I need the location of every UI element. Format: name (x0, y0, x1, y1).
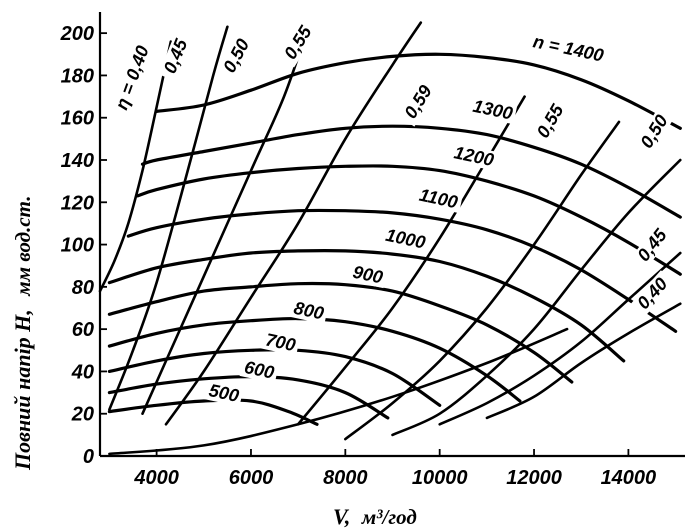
speed-label-bg-3 (289, 298, 329, 325)
y-tick-label-4: 80 (72, 277, 94, 299)
efficiency-curve-7 (438, 251, 682, 426)
x-axis-unit: м³/год (361, 505, 417, 529)
efficiency-label-bg-0 (108, 34, 157, 122)
y-tick-label-9: 180 (61, 65, 94, 87)
efficiency-label-bg-5 (530, 96, 571, 147)
speed-label-group-7: 1200 (449, 142, 499, 171)
speed-label-6: 1100 (418, 185, 460, 213)
speed-label-bg-2 (260, 329, 301, 356)
speed-label-4: 900 (351, 262, 385, 288)
speed-label-group-9: n = 1400 (524, 30, 613, 68)
efficiency-label-group-6: 0,50 (634, 107, 675, 157)
y-tick-label-0: 0 (83, 446, 94, 468)
speed-label-group-4: 900 (348, 262, 388, 289)
efficiency-label-bg-7 (630, 221, 675, 270)
efficiency-label-group-0: η = 0,40 (108, 34, 157, 122)
y-axis-title: Повний напір H, мм вод.ст. (10, 196, 35, 472)
axes (98, 12, 685, 458)
speed-label-8: 1300 (471, 96, 514, 124)
system-curve (108, 327, 569, 456)
speed-label-5: 1000 (384, 225, 427, 253)
y-tick-label-3: 60 (72, 319, 94, 341)
y-tick-label-8: 160 (61, 108, 94, 130)
efficiency-curve-4 (296, 95, 526, 426)
efficiency-label-group-4: 0,59 (398, 77, 439, 127)
efficiency-label-bg-6 (634, 107, 675, 157)
efficiency-label-group-2: 0,50 (217, 31, 256, 81)
efficiency-label-bg-4 (398, 77, 439, 127)
speed-curve-4 (107, 281, 574, 384)
y-tick-label-1: 20 (71, 404, 94, 426)
speed-label-group-2: 700 (260, 329, 301, 356)
y-tick-label-2: 40 (71, 361, 94, 383)
speed-label-bg-5 (380, 225, 430, 254)
efficiency-curve-0 (98, 40, 173, 293)
y-tick-label-5: 100 (61, 235, 94, 257)
efficiency-label-bg-3 (277, 18, 319, 68)
efficiency-curve-5 (344, 120, 621, 441)
speed-label-bg-6 (413, 184, 463, 214)
speed-curve-0 (107, 398, 319, 426)
speed-label-bg-7 (449, 142, 499, 171)
speed-label-group-8: 1300 (468, 96, 518, 125)
speed-label-group-0: 500 (204, 380, 244, 407)
efficiency-label-group-3: 0,55 (277, 18, 319, 68)
x-tick-label-2: 8000 (323, 467, 368, 489)
speed-label-7: 1200 (452, 142, 495, 170)
speed-label-bg-8 (468, 96, 518, 125)
x-tick-label-4: 12000 (506, 467, 562, 489)
speed-label-bg-1 (239, 357, 279, 384)
speed-curve-6 (126, 208, 678, 333)
y-tick-label-10: 200 (60, 23, 94, 45)
speed-label-group-5: 1000 (380, 225, 430, 254)
efficiency-curve-8 (485, 302, 682, 420)
efficiency-label-0: η = 0,40 (111, 43, 153, 112)
efficiency-curve-2 (141, 27, 309, 415)
speed-label-group-6: 1100 (413, 184, 463, 214)
efficiency-label-bg-1 (158, 31, 194, 82)
speed-label-bg-9 (524, 30, 613, 68)
y-axis-label: Повний напір H, (10, 309, 35, 471)
speed-curve-5 (107, 249, 626, 363)
x-axis-label: V, (333, 504, 350, 529)
x-tick-label-1: 6000 (229, 467, 274, 489)
speed-label-bg-4 (348, 262, 388, 289)
efficiency-label-bg-2 (217, 31, 256, 81)
x-axis-title: V, м³/год (333, 504, 417, 529)
efficiency-curve-3 (164, 21, 423, 426)
efficiency-label-group-7: 0,45 (630, 221, 675, 270)
x-tick-label-3: 10000 (412, 467, 468, 489)
y-tick-label-6: 120 (61, 192, 94, 214)
efficiency-curve-6 (391, 158, 682, 437)
speed-label-bg-0 (204, 380, 244, 407)
x-axis-ticks: 4000 6000 8000 10000 12000 14000 (133, 449, 656, 489)
speed-label-1: 600 (242, 357, 276, 383)
y-axis-ticks: 0 20 40 60 80 100 120 140 160 180 200 (60, 23, 107, 468)
efficiency-label-group-5: 0,55 (530, 96, 571, 147)
x-tick-label-0: 4000 (133, 467, 179, 489)
y-axis-unit: мм вод.ст. (11, 196, 35, 297)
speed-label-group-1: 600 (239, 357, 279, 384)
y-tick-label-7: 140 (61, 150, 94, 172)
speed-label-9: n = 1400 (531, 31, 605, 65)
speed-curve-9 (155, 52, 682, 130)
speed-curve-7 (136, 164, 682, 276)
efficiency-label-group-1: 0,45 (158, 31, 194, 82)
efficiency-label-bg-8 (630, 270, 676, 318)
x-tick-label-5: 14000 (601, 467, 657, 489)
speed-curve-8 (140, 124, 682, 219)
